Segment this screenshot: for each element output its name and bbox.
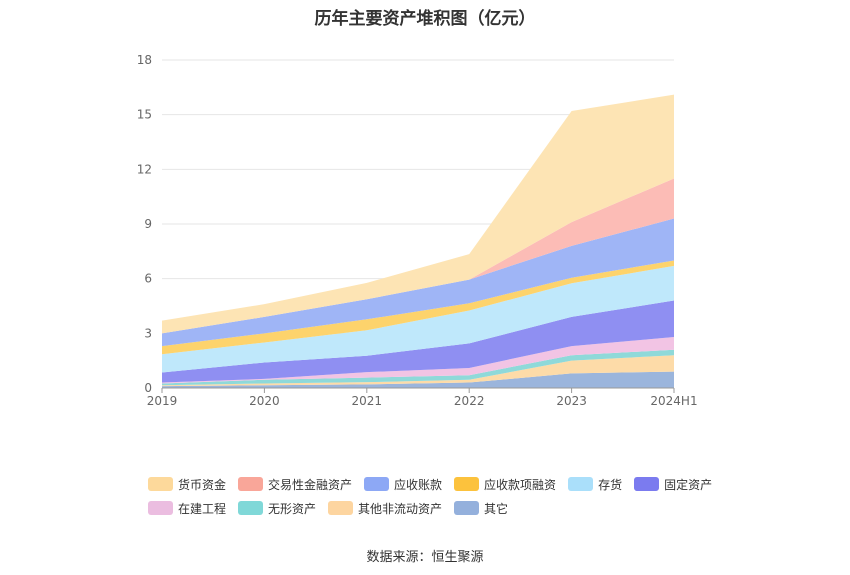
legend-item[interactable]: 应收款项融资 bbox=[454, 476, 556, 493]
area-series-4 bbox=[162, 300, 674, 383]
area-series-7 bbox=[162, 218, 674, 347]
legend-swatch bbox=[454, 477, 480, 491]
chart-legend: 货币资金 交易性金融资产 应收账款 应收款项融资 存货 固定资产 在建工程 无形资产 其他非流… bbox=[148, 472, 748, 520]
y-tick-label: 3 bbox=[144, 326, 152, 340]
legend-item[interactable]: 其他非流动资产 bbox=[328, 500, 442, 517]
legend-label: 应收款项融资 bbox=[484, 477, 557, 492]
y-tick-label: 0 bbox=[144, 381, 152, 395]
y-tick-label: 12 bbox=[137, 162, 152, 176]
legend-row-2: 在建工程 无形资产 其他非流动资产 其它 bbox=[148, 496, 748, 520]
legend-label: 存货 bbox=[598, 477, 623, 492]
x-tick-label: 2024H1 bbox=[650, 394, 697, 408]
area-series-5 bbox=[162, 265, 674, 373]
legend-label: 交易性金融资产 bbox=[268, 477, 353, 492]
area-series-6 bbox=[162, 260, 674, 355]
x-tick-label: 2023 bbox=[556, 394, 587, 408]
y-tick-label: 6 bbox=[144, 272, 152, 286]
area-series-0 bbox=[162, 371, 674, 388]
legend-swatch bbox=[238, 501, 264, 515]
legend-label: 应收账款 bbox=[394, 477, 443, 492]
legend-label: 在建工程 bbox=[178, 501, 227, 516]
area-series-1 bbox=[162, 355, 674, 387]
area-series-3 bbox=[162, 336, 674, 384]
legend-swatch bbox=[238, 477, 264, 491]
legend-item[interactable]: 货币资金 bbox=[148, 476, 226, 493]
x-tick-label: 2019 bbox=[147, 394, 178, 408]
legend-item[interactable]: 在建工程 bbox=[148, 500, 226, 517]
legend-label: 其它 bbox=[484, 501, 509, 516]
data-source-note: 数据来源：恒生聚源 bbox=[366, 550, 484, 565]
legend-label: 固定资产 bbox=[664, 477, 713, 492]
x-tick-label: 2020 bbox=[249, 394, 280, 408]
legend-label: 其他非流动资产 bbox=[358, 501, 443, 516]
legend-item[interactable]: 其它 bbox=[454, 500, 508, 517]
legend-swatch bbox=[148, 477, 173, 491]
legend-item[interactable]: 存货 bbox=[568, 476, 622, 493]
y-tick-label: 9 bbox=[144, 217, 152, 231]
chart-title: 历年主要资产堆积图（亿元） bbox=[314, 9, 536, 29]
legend-item[interactable]: 固定资产 bbox=[634, 476, 712, 493]
legend-row-1: 货币资金 交易性金融资产 应收账款 应收款项融资 存货 固定资产 bbox=[148, 472, 748, 496]
legend-swatch bbox=[454, 501, 480, 515]
area-series-9 bbox=[162, 94, 674, 334]
area-series-2 bbox=[162, 349, 674, 386]
y-tick-label: 15 bbox=[137, 108, 152, 122]
stacked-area-chart: 0 3 6 9 12 15 18 2019 2020 2021 2022 2023 2024H1 bbox=[137, 53, 698, 408]
y-tick-label: 18 bbox=[137, 53, 152, 67]
x-tick-label: 2022 bbox=[454, 394, 485, 408]
legend-swatch bbox=[364, 477, 390, 491]
legend-label: 无形资产 bbox=[268, 501, 317, 516]
legend-item[interactable]: 应收账款 bbox=[364, 476, 442, 493]
legend-item[interactable]: 无形资产 bbox=[238, 500, 316, 517]
legend-swatch bbox=[634, 477, 660, 491]
legend-swatch bbox=[328, 501, 354, 515]
x-tick-label: 2021 bbox=[352, 394, 383, 408]
legend-item[interactable]: 交易性金融资产 bbox=[238, 476, 352, 493]
legend-label: 货币资金 bbox=[178, 477, 227, 492]
legend-swatch bbox=[148, 501, 173, 515]
legend-swatch bbox=[568, 477, 594, 491]
